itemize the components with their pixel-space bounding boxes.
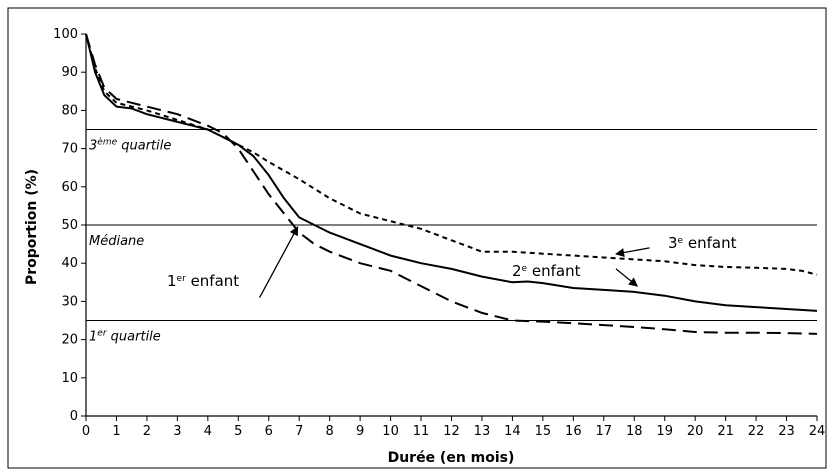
x-tick-label: 3 [173,424,181,439]
x-tick-label: 24 [809,424,826,439]
x-tick-label: 8 [326,424,334,439]
reference-line-label: Médiane [89,234,144,249]
x-tick-label: 9 [356,424,364,439]
x-tick-label: 7 [295,424,303,439]
y-axis-title: Proportion (%) [24,169,40,285]
x-tick-label: 21 [717,424,734,439]
x-tick-label: 17 [596,424,613,439]
series-label-main: 1 [167,272,177,290]
x-tick-label: 6 [265,424,273,439]
y-tick-label: 100 [53,27,78,42]
series-arrow [259,226,299,298]
y-tick-label: 0 [70,409,78,424]
x-tick-label: 22 [748,424,765,439]
y-tick-label: 90 [61,65,78,80]
x-tick-label: 15 [535,424,552,439]
reference-line-label: 3ème quartile [89,137,171,154]
y-ticks: 0 10 20 30 40 50 60 70 80 90 100 [53,27,86,424]
series-label-rest: enfant [683,234,736,252]
y-tick-label: 10 [61,371,78,386]
x-axis-title: Durée (en mois) [388,450,515,466]
x-tick-label: 14 [504,424,521,439]
series-line [85,33,818,312]
y-tick-label: 20 [61,333,78,348]
x-tick-label: 1 [112,424,120,439]
series-arrow [615,268,639,287]
x-tick-label: 2 [143,424,151,439]
reference-line-label-sup: ème [97,137,117,148]
y-tick-label: 40 [61,256,78,271]
x-tick-label: 18 [626,424,643,439]
x-tick-label: 10 [382,424,399,439]
y-tick-label: 60 [61,180,78,195]
series-label: 2e enfant [512,262,581,280]
x-ticks: 0 1 2 3 4 5 6 7 8 9 10 11 12 13 14 15 16 17 18 19 20 21 22 23 24 [82,416,825,439]
x-tick-label: 5 [234,424,242,439]
series-label: 3e enfant [668,234,737,252]
y-tick-label: 30 [61,294,78,309]
x-tick-label: 23 [778,424,795,439]
series-label-rest: enfant [527,262,580,280]
chart-frame [7,7,827,469]
series-lines [85,33,818,335]
y-tick-label: 50 [61,218,78,233]
x-tick-label: 4 [204,424,212,439]
reference-line-label-main: Médiane [89,234,144,249]
series-label-main: 3 [668,234,678,252]
series-line [85,33,818,335]
series-label-main: 2 [512,262,522,280]
x-tick-label: 11 [413,424,430,439]
x-tick-label: 19 [656,424,673,439]
series-arrow [615,247,650,258]
x-tick-label: 0 [82,424,90,439]
series-label-sup: er [177,274,187,284]
reference-line-label: 1er quartile [89,329,161,345]
reference-line-label-main: 3 [89,139,97,154]
reference-line-label-main: 1 [89,330,97,345]
y-tick-label: 70 [61,142,78,157]
series-label-sup: e [522,264,528,274]
reference-line-label-rest: quartile [107,330,161,345]
series-label-rest: enfant [186,272,239,290]
reference-line-label-sup: er [97,329,108,339]
series-label-sup: e [678,236,684,246]
x-tick-label: 16 [565,424,582,439]
reference-line-label-rest: quartile [117,139,171,154]
y-tick-label: 80 [61,103,78,118]
x-tick-label: 20 [687,424,704,439]
x-tick-label: 13 [474,424,491,439]
x-tick-label: 12 [443,424,460,439]
series-label: 1er enfant [167,272,239,290]
